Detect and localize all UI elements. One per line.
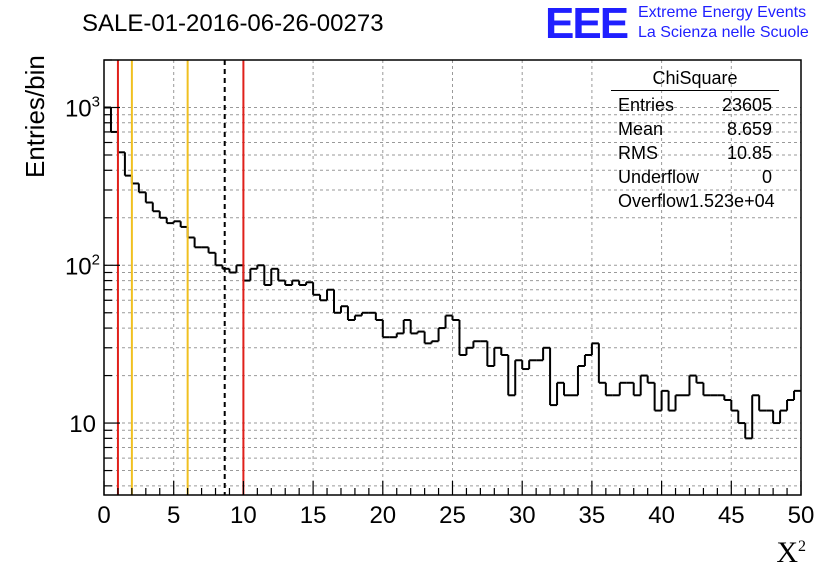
stats-label: Mean xyxy=(618,119,664,139)
y-tick-label: 10 xyxy=(69,411,96,438)
x-tick-label: 15 xyxy=(300,502,327,529)
y-tick-label: 103 xyxy=(65,93,100,122)
stats-row: Underflow 0 xyxy=(611,165,779,189)
histogram xyxy=(104,106,801,440)
stats-row: RMS 10.85 xyxy=(611,141,779,165)
x-tick-label: 5 xyxy=(167,502,180,529)
grid-lines xyxy=(104,60,801,495)
stats-value: 8.659 xyxy=(726,119,772,139)
axes: 0 5 10 15 20 25 30 35 40 45 50 10 102 103 xyxy=(65,59,815,529)
x-axis-label: X2 xyxy=(776,536,806,570)
stats-value: 10.85 xyxy=(726,143,772,163)
y-axis-label: Entries/bin xyxy=(20,55,50,178)
stats-label: RMS xyxy=(618,143,658,163)
stats-row: Overflow 1.523e+04 xyxy=(611,189,779,213)
stats-row: Mean 8.659 xyxy=(611,117,779,141)
logo-line-1: Extreme Energy Events xyxy=(638,4,807,21)
stats-label: Overflow xyxy=(618,191,690,211)
stats-title: ChiSquare xyxy=(611,66,779,91)
x-tick-label: 50 xyxy=(788,502,815,529)
stats-label: Entries xyxy=(618,95,675,115)
x-tick-label: 25 xyxy=(439,502,466,529)
x-tick-label: 0 xyxy=(97,502,110,529)
stats-value: 1.523e+04 xyxy=(689,191,775,211)
x-tick-label: 30 xyxy=(509,502,536,529)
x-tick-label: 20 xyxy=(369,502,396,529)
x-axis-label-superscript: 2 xyxy=(798,538,806,555)
x-tick-label: 10 xyxy=(230,502,257,529)
stats-value: 0 xyxy=(761,167,772,187)
x-tick-label: 40 xyxy=(648,502,675,529)
x-tick-label: 35 xyxy=(579,502,606,529)
stats-label: Underflow xyxy=(618,167,700,187)
x-axis-label-base: X xyxy=(776,536,798,569)
marker-lines xyxy=(116,60,245,495)
stats-value: 23605 xyxy=(721,95,772,115)
stats-box: ChiSquare Entries 23605 Mean 8.659 RMS 10.8… xyxy=(611,66,779,213)
logo-caption: Extreme Energy Events La Scienza nelle S… xyxy=(638,3,809,43)
x-tick-label: 45 xyxy=(718,502,745,529)
chart-title: SALE-01-2016-06-26-00273 xyxy=(82,10,384,37)
logo-line-2: La Scienza nelle Scuole xyxy=(638,24,809,41)
eee-logo: EEE xyxy=(545,0,629,48)
y-tick-label: 102 xyxy=(65,251,100,280)
stats-row: Entries 23605 xyxy=(611,93,779,117)
